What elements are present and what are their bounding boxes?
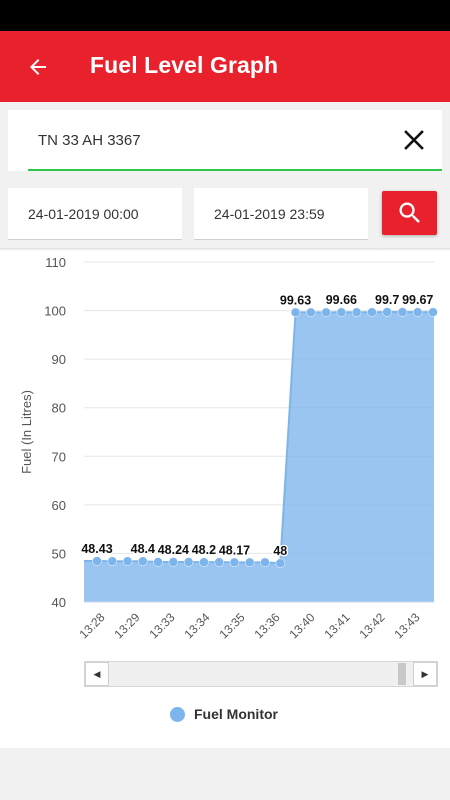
data-label: 48.24 [158,543,189,557]
x-tick-label: 13:42 [356,610,387,641]
data-point [367,307,377,317]
triangle-right-icon: ▶ [421,668,429,679]
scroll-left-button[interactable]: ◀ [85,662,109,686]
data-label: 48.17 [219,543,250,557]
divider-shadow [0,248,450,251]
y-tick-label: 80 [52,401,66,416]
data-point [321,307,331,318]
scroll-right-button[interactable]: ▶ [413,662,437,686]
x-tick-label: 13:34 [181,610,212,641]
y-tick-label: 70 [52,449,66,464]
clear-vehicle-button[interactable] [398,124,430,156]
data-label: 99.66 [326,293,357,307]
vehicle-search-card: TN 33 AH 3367 [8,110,442,171]
data-label: 48.2 [192,543,216,557]
x-tick-label: 13:29 [111,610,142,641]
x-tick-label: 13:43 [391,610,422,641]
x-tick-label: 13:36 [251,610,282,641]
arrow-left-icon [30,59,46,75]
chart-legend-item[interactable]: Fuel Monitor [170,706,278,722]
data-point [260,557,270,568]
scrollbar-thumb[interactable] [398,663,406,685]
data-point [122,556,133,566]
vehicle-number-input[interactable]: TN 33 AH 3367 [38,132,141,149]
data-label: 99.63 [280,293,311,307]
data-point [199,557,209,567]
data-point [168,557,179,567]
y-tick-label: 90 [52,352,66,367]
data-label: 99.7 [375,293,399,307]
triangle-left-icon: ◀ [93,668,101,679]
status-bar [0,0,450,31]
y-tick-label: 50 [52,546,66,561]
data-point [351,307,362,317]
data-point [290,307,301,318]
to-date-value: 24-01-2019 23:59 [214,206,325,222]
data-point [336,307,347,317]
data-point [382,307,392,317]
chart-horizontal-scrollbar[interactable]: ◀ ▶ [84,661,438,687]
search-button[interactable] [382,191,437,235]
legend-marker [170,706,185,722]
to-date-underline [194,239,368,240]
x-tick-label: 13:33 [146,610,177,641]
data-point [214,557,224,567]
y-tick-label: 60 [52,498,66,513]
app-bar: Fuel Level Graph [0,31,450,102]
data-label: 48.4 [131,542,155,556]
vehicle-input-underline [28,169,442,171]
data-point [138,556,148,566]
data-point [244,557,255,568]
series-area [84,312,434,602]
y-tick-label: 40 [52,595,66,610]
data-point [428,307,438,317]
data-label: 48 [273,544,287,558]
data-point [229,557,240,568]
from-date-field[interactable]: 24-01-2019 00:00 [8,188,182,240]
close-icon [404,130,424,150]
data-label: 99.67 [402,293,433,307]
back-button[interactable] [14,43,62,91]
data-point [153,557,163,567]
data-point [275,558,286,568]
x-tick-label: 13:40 [286,610,317,641]
x-tick-label: 13:41 [321,610,352,641]
data-point [107,556,118,566]
y-tick-label: 110 [45,255,66,270]
to-date-field[interactable]: 24-01-2019 23:59 [194,188,368,240]
from-date-underline [8,239,182,240]
y-tick-label: 100 [44,304,66,319]
page-title: Fuel Level Graph [90,52,279,78]
search-icon [399,202,420,223]
from-date-value: 24-01-2019 00:00 [28,206,139,222]
data-label: 48.43 [81,542,112,556]
legend-label: Fuel Monitor [194,706,278,722]
data-point [397,307,408,317]
data-point [92,556,102,566]
x-tick-label: 13:35 [216,610,247,641]
data-point [306,307,316,318]
data-point [183,557,194,567]
y-axis-title: Fuel (In Litres) [19,390,34,474]
data-point [412,307,423,317]
x-tick-label: 13:28 [76,610,107,641]
